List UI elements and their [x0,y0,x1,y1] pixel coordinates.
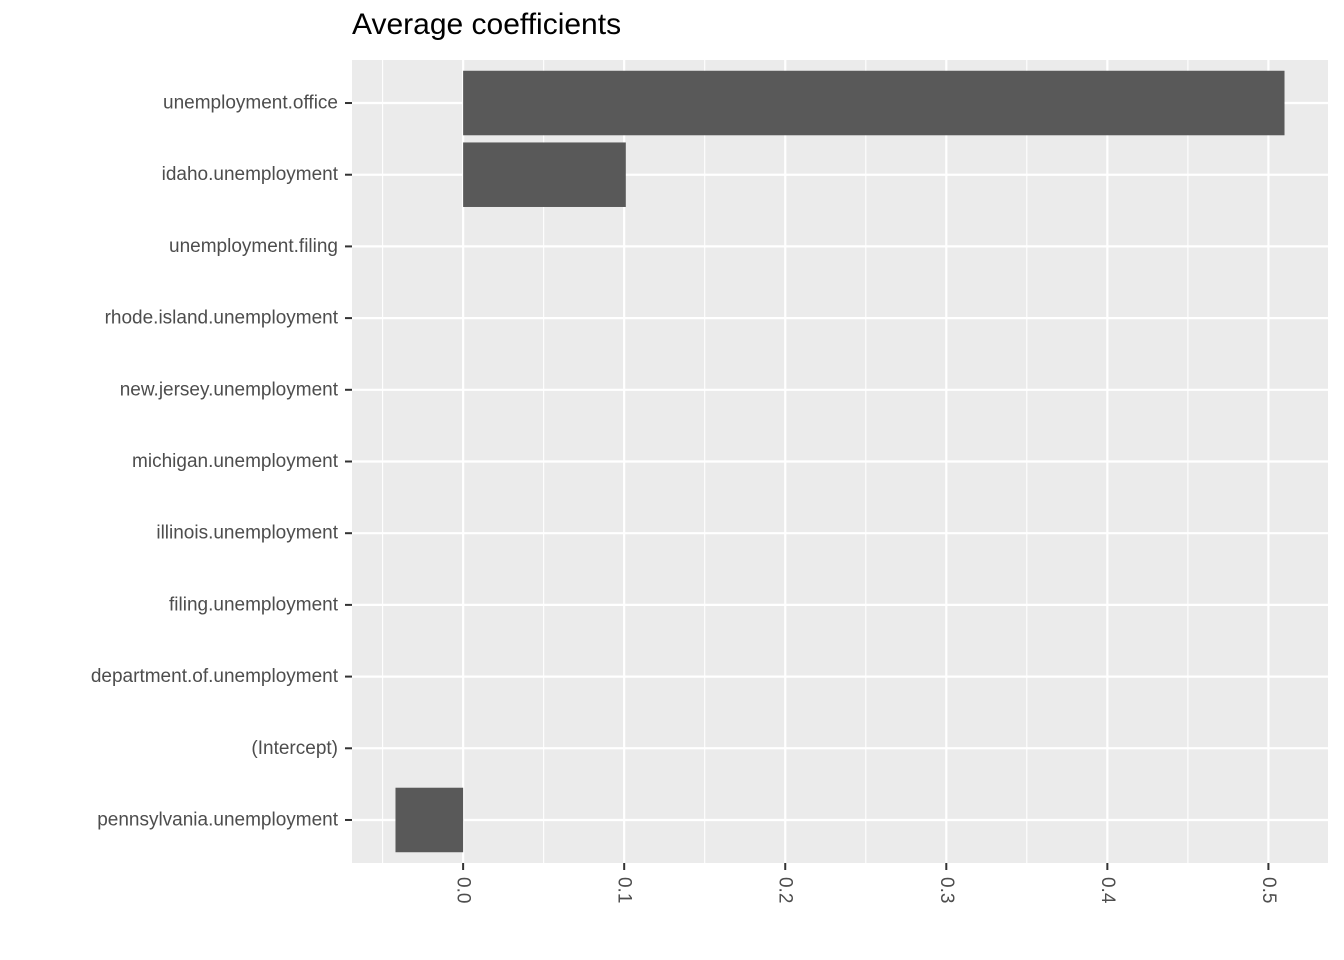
x-tick-label: 0.1 [614,877,635,903]
y-tick-label: michigan.unemployment [132,451,339,472]
x-tick-label: 0.0 [453,877,474,903]
x-tick-label: 0.4 [1097,877,1118,904]
y-tick-label: rhode.island.unemployment [105,308,339,329]
x-tick-label: 0.2 [775,877,796,903]
bar-unemployment-office [463,70,1285,136]
x-tick-label: 0.3 [936,877,957,903]
bar-idaho-unemployment [463,142,626,207]
y-tick-label: idaho.unemployment [162,164,339,185]
chart-title: Average coefficients [352,8,622,41]
x-tick-label: 0.5 [1258,877,1279,903]
y-tick-label: filing.unemployment [169,594,339,615]
y-tick-label: unemployment.filing [169,236,338,257]
y-tick-label: new.jersey.unemployment [120,379,339,400]
major-gridlines [352,60,1328,863]
y-tick-label: department.of.unemployment [91,666,339,687]
y-tick-label: illinois.unemployment [156,523,338,544]
y-tick-label: pennsylvania.unemployment [97,809,339,830]
y-tick-label: (Intercept) [251,738,338,759]
y-tick-label: unemployment.office [163,93,338,114]
bar-pennsylvania-unemployment [395,787,464,853]
bars [395,70,1285,853]
y-axis: unemployment.office idaho.unemployment une… [91,93,352,830]
x-axis: 0.0 0.1 0.2 0.3 0.4 0.5 [453,863,1279,904]
